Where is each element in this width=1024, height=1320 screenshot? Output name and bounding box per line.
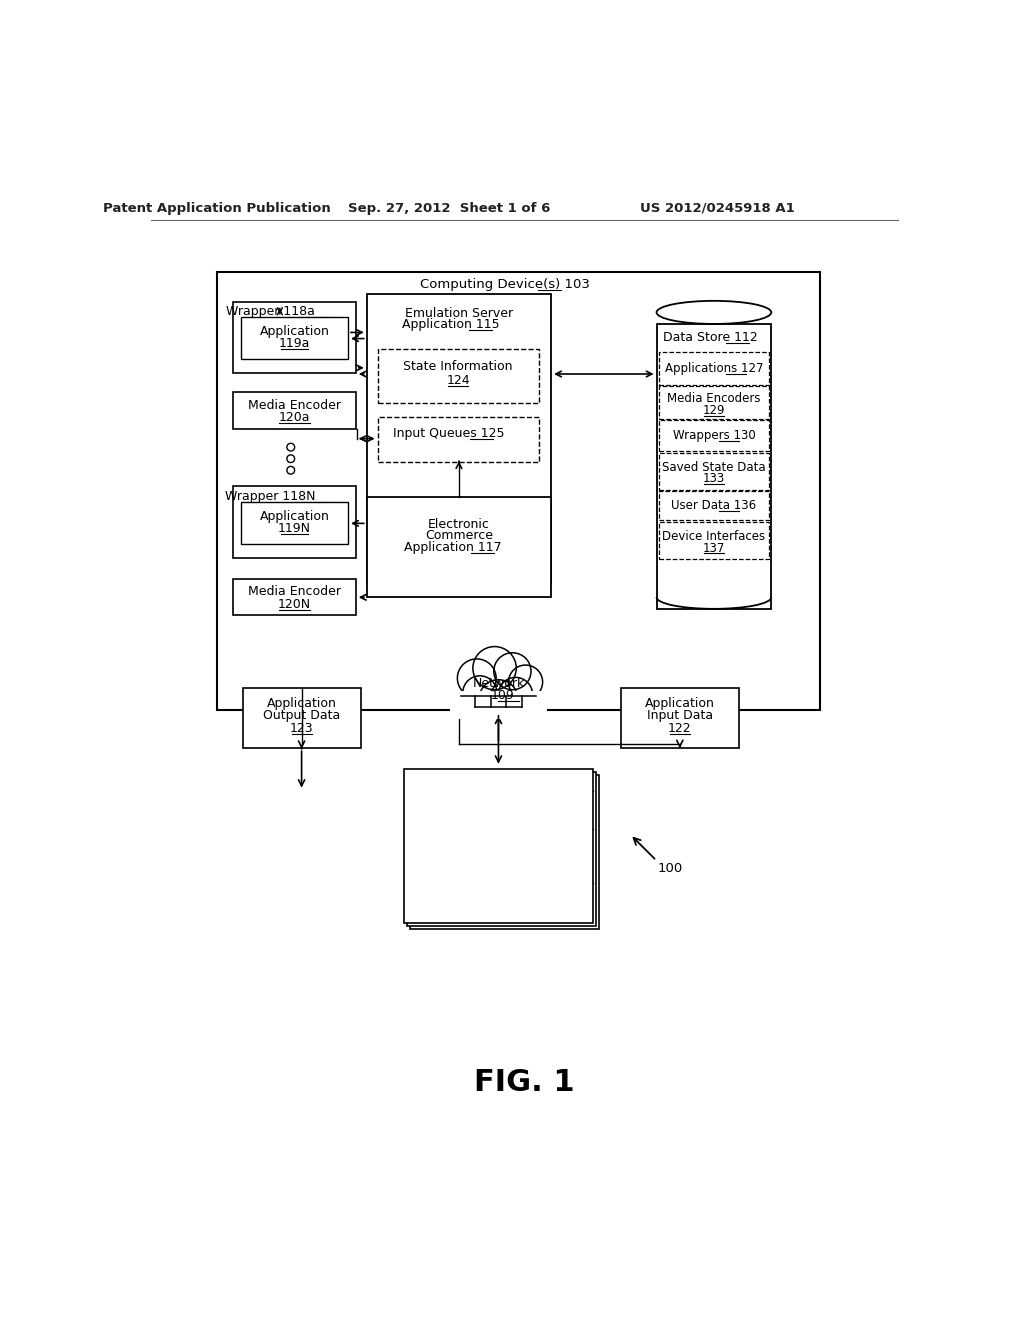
Text: Input Devices 142: Input Devices 142 xyxy=(441,892,555,906)
Circle shape xyxy=(473,647,516,689)
Bar xyxy=(656,323,771,609)
Bar xyxy=(241,502,348,544)
Circle shape xyxy=(499,677,532,711)
Text: Application 117: Application 117 xyxy=(403,541,502,554)
Text: 124: 124 xyxy=(446,374,470,387)
Text: Application: Application xyxy=(645,697,715,710)
Text: 109: 109 xyxy=(490,689,514,702)
Text: US 2012/0245918 A1: US 2012/0245918 A1 xyxy=(640,202,795,215)
Bar xyxy=(233,392,356,429)
Text: Wrapper 118a: Wrapper 118a xyxy=(226,305,315,318)
Text: Wrappers 130: Wrappers 130 xyxy=(673,429,756,442)
Text: Input Data: Input Data xyxy=(647,709,713,722)
Circle shape xyxy=(287,455,295,462)
Text: 129: 129 xyxy=(702,404,725,417)
Text: Media Encoder: Media Encoder xyxy=(248,399,341,412)
Text: Application: Application xyxy=(260,325,330,338)
Text: Data Store 112: Data Store 112 xyxy=(663,331,758,345)
Text: Network: Network xyxy=(472,677,524,690)
Text: Media Encoder: Media Encoder xyxy=(248,585,341,598)
Bar xyxy=(415,851,583,878)
Bar xyxy=(621,688,738,748)
Text: State Information: State Information xyxy=(403,360,513,372)
Text: Client(s) 106: Client(s) 106 xyxy=(459,774,539,787)
Text: Input Queues 125: Input Queues 125 xyxy=(393,426,505,440)
Text: 133: 133 xyxy=(702,473,725,486)
Bar xyxy=(658,352,769,385)
Circle shape xyxy=(479,680,518,718)
Circle shape xyxy=(287,466,295,474)
Text: Media Encoders: Media Encoders xyxy=(668,392,761,405)
Bar xyxy=(233,302,356,374)
Text: Computing Device(s) 103: Computing Device(s) 103 xyxy=(420,279,590,292)
Text: Application: Application xyxy=(260,510,330,523)
Text: 120a: 120a xyxy=(279,412,310,425)
Bar xyxy=(217,272,820,710)
Bar xyxy=(243,688,360,748)
Circle shape xyxy=(287,444,295,451)
Bar xyxy=(378,350,539,404)
Bar xyxy=(658,420,769,451)
Circle shape xyxy=(494,653,531,689)
Text: Electronic: Electronic xyxy=(428,517,489,531)
Ellipse shape xyxy=(656,301,771,323)
Bar xyxy=(233,486,356,558)
Text: Saved State Data: Saved State Data xyxy=(663,461,766,474)
Bar xyxy=(658,521,769,558)
Bar xyxy=(407,772,596,927)
Text: Applications 127: Applications 127 xyxy=(665,362,763,375)
Text: Emulation Server: Emulation Server xyxy=(404,308,513,321)
Text: Wrapper 118N: Wrapper 118N xyxy=(225,490,315,503)
Text: 122: 122 xyxy=(668,722,691,735)
Circle shape xyxy=(509,665,543,700)
Text: Patent Application Publication: Patent Application Publication xyxy=(103,202,331,215)
Bar xyxy=(658,453,769,490)
Text: 137: 137 xyxy=(702,541,725,554)
Text: Application 115: Application 115 xyxy=(402,318,500,331)
Bar xyxy=(658,491,769,520)
Circle shape xyxy=(463,676,497,710)
Text: FIG. 1: FIG. 1 xyxy=(474,1068,575,1097)
Text: 100: 100 xyxy=(657,862,683,875)
Text: Output Data: Output Data xyxy=(263,709,340,722)
Text: Screen 148: Screen 148 xyxy=(456,858,526,871)
Bar xyxy=(367,294,551,582)
Text: 145: 145 xyxy=(486,810,510,824)
Text: 119a: 119a xyxy=(279,338,310,351)
Text: Application: Application xyxy=(266,697,337,710)
Bar xyxy=(233,578,356,615)
Text: User Data 136: User Data 136 xyxy=(672,499,757,512)
Bar xyxy=(241,317,348,359)
Text: 119N: 119N xyxy=(279,523,311,536)
Text: Device Interfaces: Device Interfaces xyxy=(663,529,766,543)
Text: Display 139: Display 139 xyxy=(453,836,526,849)
Bar xyxy=(658,387,769,418)
Bar xyxy=(367,498,551,598)
Bar xyxy=(451,692,547,719)
Text: 120N: 120N xyxy=(279,598,311,611)
Text: Commerce: Commerce xyxy=(425,529,493,543)
Bar xyxy=(378,417,539,462)
Text: Sep. 27, 2012  Sheet 1 of 6: Sep. 27, 2012 Sheet 1 of 6 xyxy=(348,202,551,215)
Circle shape xyxy=(458,659,496,697)
Bar xyxy=(410,775,599,929)
Text: 123: 123 xyxy=(290,722,313,735)
Bar xyxy=(403,770,593,923)
Text: Client Application: Client Application xyxy=(443,800,554,813)
